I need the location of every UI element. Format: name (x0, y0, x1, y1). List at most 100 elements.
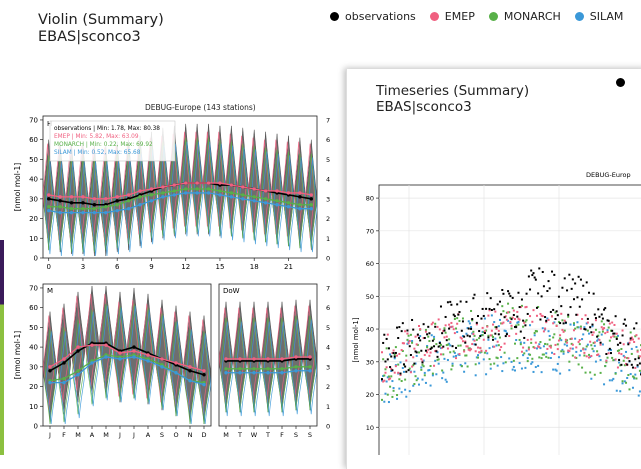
ts-point-silam (586, 343, 589, 346)
ts-point-monarch (608, 339, 611, 342)
ts-point-observations (518, 306, 521, 309)
y-tick-label: 60 (29, 136, 38, 144)
violin-outline-emep (214, 131, 224, 227)
ts-point-silam (396, 397, 399, 400)
cut-tick-label: 0 (326, 255, 330, 263)
ts-point-emep (585, 355, 588, 358)
ts-point-silam (636, 365, 639, 368)
y-tick-label: 80 (366, 195, 374, 203)
ts-point-observations (524, 324, 527, 327)
ts-point-silam (384, 392, 387, 395)
violin-outline-silam (291, 319, 303, 415)
series-point-monarch (224, 367, 228, 371)
ts-point-silam (516, 321, 519, 324)
ts-point-observations (473, 293, 476, 296)
violin-outline-silam (193, 141, 204, 237)
ts-point-observations (603, 308, 606, 311)
y-tick-label: 40 (29, 344, 38, 352)
violin-outline-monarch (180, 137, 191, 233)
ts-point-observations (556, 314, 559, 317)
ts-point-silam (473, 343, 476, 346)
series-point-silam (62, 380, 66, 385)
ts-point-silam (478, 362, 481, 365)
ts-point-silam (420, 366, 423, 369)
series-point-emep (47, 193, 51, 197)
ts-point-observations (529, 288, 532, 291)
legend-item-observations[interactable]: observations (330, 10, 416, 23)
ts-point-monarch (401, 350, 404, 353)
series-line-observations (49, 342, 205, 376)
legend-item-monarch[interactable]: MONARCH (488, 10, 561, 23)
ts-point-observations (396, 326, 399, 329)
ts-point-monarch (416, 343, 419, 346)
legend-item-emep[interactable]: EMEP (429, 10, 475, 23)
ts-point-monarch (599, 371, 602, 374)
x-tick-label: T (237, 431, 242, 439)
ts-point-observations (526, 312, 529, 315)
ts-point-silam (419, 335, 422, 338)
series-point-observations (76, 349, 80, 353)
ts-point-observations (598, 315, 601, 318)
ts-point-silam (608, 379, 611, 382)
ts-point-emep (589, 340, 592, 343)
ts-point-emep (427, 348, 430, 351)
ts-point-silam (429, 384, 432, 387)
ts-point-emep (511, 316, 514, 319)
ts-point-monarch (493, 362, 496, 365)
ts-point-monarch (495, 356, 498, 359)
x-tick-label: J (132, 431, 135, 439)
ts-point-observations (426, 333, 429, 336)
ts-point-emep (603, 327, 606, 330)
series-point-monarch (92, 206, 97, 211)
ts-point-emep (500, 346, 503, 349)
ts-point-emep (422, 337, 425, 340)
ts-point-monarch (441, 369, 444, 372)
series-point-silam (138, 203, 142, 207)
ts-point-silam (424, 381, 427, 384)
y-tick-label: 20 (366, 391, 374, 399)
ts-point-silam (562, 352, 565, 355)
ts-point-monarch (594, 328, 597, 331)
ts-point-emep (545, 321, 548, 324)
ts-point-emep (621, 329, 624, 332)
ts-point-silam (391, 380, 394, 383)
series-point-monarch (241, 193, 245, 197)
ts-point-silam (599, 359, 602, 362)
violin-outline-monarch (55, 155, 65, 251)
ts-point-monarch (563, 329, 566, 332)
ts-point-emep (490, 329, 493, 332)
ts-point-observations (511, 296, 514, 299)
series-point-monarch (172, 189, 176, 193)
ts-point-emep (570, 337, 573, 340)
ts-point-emep (582, 348, 585, 351)
legend-item-silam[interactable]: SILAM (574, 10, 623, 23)
cut-tick-label: 7 (326, 116, 330, 124)
ts-point-emep (463, 350, 466, 353)
ts-point-monarch (433, 338, 436, 341)
left-edge-strip (0, 240, 4, 455)
ts-point-monarch (431, 372, 434, 375)
ts-point-monarch (382, 358, 385, 361)
ts-point-emep (443, 336, 446, 339)
timeseries-title-line1: Timeseries (Summary) (376, 83, 530, 99)
ts-point-monarch (522, 325, 525, 328)
series-point-emep (218, 181, 222, 185)
series-point-emep (294, 355, 298, 359)
ts-point-observations (382, 341, 385, 344)
ts-point-monarch (593, 373, 596, 376)
ts-point-observations (413, 362, 416, 365)
ts-point-monarch (470, 309, 473, 312)
ts-point-monarch (455, 327, 458, 330)
ts-point-emep (475, 323, 478, 326)
ts-point-observations (588, 291, 591, 294)
ts-point-monarch (547, 356, 550, 359)
ts-point-silam (511, 368, 514, 371)
ts-point-observations (629, 337, 632, 340)
ts-point-emep (607, 352, 610, 355)
timeseries-figure: DEBUG-Europ 10 20 30 40 50 60 70 80 [nmol mol-1… (352, 171, 641, 455)
ts-point-emep (630, 336, 633, 339)
ts-point-observations (457, 313, 460, 316)
ts-point-emep (482, 338, 485, 341)
ts-point-observations (444, 315, 447, 318)
ts-point-silam (615, 389, 618, 392)
